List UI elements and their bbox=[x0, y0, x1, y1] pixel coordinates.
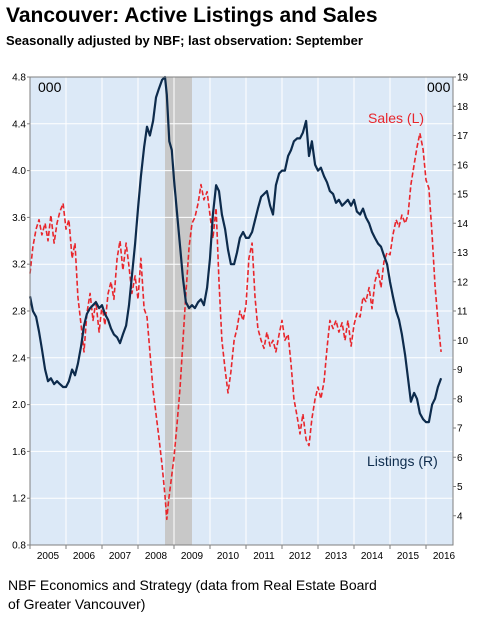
x-tick-label: 2016 bbox=[433, 551, 456, 562]
x-tick-label: 2012 bbox=[289, 551, 312, 562]
right-tick-label: 19 bbox=[457, 73, 469, 84]
x-tick-label: 2014 bbox=[361, 551, 384, 562]
x-tick-label: 2008 bbox=[145, 551, 168, 562]
right-tick-label: 17 bbox=[457, 131, 469, 142]
right-tick-label: 10 bbox=[457, 336, 469, 347]
left-tick-label: 2.0 bbox=[12, 400, 26, 411]
source-note: NBF Economics and Strategy (data from Re… bbox=[8, 576, 377, 614]
source-line-1: NBF Economics and Strategy (data from Re… bbox=[8, 577, 377, 593]
series-layer bbox=[28, 75, 443, 521]
x-tick-label: 2006 bbox=[73, 551, 96, 562]
left-tick-label: 3.6 bbox=[12, 213, 26, 224]
left-tick-label: 2.4 bbox=[12, 353, 26, 364]
x-tick-label: 2015 bbox=[397, 551, 420, 562]
left-tick-label: 1.6 bbox=[12, 447, 26, 458]
left-tick-label: 0.8 bbox=[12, 541, 26, 552]
right-tick-label: 14 bbox=[457, 219, 469, 230]
right-tick-label: 5 bbox=[457, 482, 463, 493]
right-tick-label: 7 bbox=[457, 424, 463, 435]
chart-subtitle: Seasonally adjusted by NBF; last observa… bbox=[6, 33, 363, 48]
left-axis-unit: 000 bbox=[38, 79, 62, 95]
listings-line bbox=[28, 75, 443, 424]
left-tick-label: 1.2 bbox=[12, 494, 26, 505]
left-tick-label: 3.2 bbox=[12, 260, 26, 271]
axes: 0.8 1.2 1.6 2.0 2.4 2.8 3.2 3.6 4.0 4.4 4.8 4 5 6 7 8 9 1… bbox=[12, 73, 468, 563]
source-line-2: of Greater Vancouver) bbox=[8, 596, 146, 612]
sales-line bbox=[29, 132, 442, 521]
x-tick-label: 2007 bbox=[109, 551, 132, 562]
left-tick-label: 4.0 bbox=[12, 166, 26, 177]
right-tick-label: 9 bbox=[457, 365, 463, 376]
x-tick-label: 2011 bbox=[253, 551, 275, 562]
right-tick-label: 11 bbox=[457, 307, 468, 318]
chart-title: Vancouver: Active Listings and Sales bbox=[6, 4, 378, 27]
right-tick-label: 18 bbox=[457, 102, 469, 113]
left-tick-label: 4.8 bbox=[12, 73, 26, 84]
left-tick-label: 2.8 bbox=[12, 307, 26, 318]
sales-series-label: Sales (L) bbox=[368, 110, 424, 126]
right-tick-label: 15 bbox=[457, 190, 469, 201]
right-tick-label: 16 bbox=[457, 160, 469, 171]
x-tick-label: 2010 bbox=[217, 551, 240, 562]
right-tick-label: 6 bbox=[457, 453, 463, 464]
right-tick-label: 8 bbox=[457, 394, 463, 405]
right-tick-label: 12 bbox=[457, 277, 469, 288]
right-axis-unit: 000 bbox=[427, 79, 451, 95]
left-tick-label: 4.4 bbox=[12, 119, 26, 130]
x-tick-label: 2013 bbox=[325, 551, 348, 562]
x-tick-label: 2009 bbox=[181, 551, 204, 562]
x-tick-label: 2005 bbox=[37, 551, 60, 562]
right-tick-label: 13 bbox=[457, 248, 469, 259]
right-tick-label: 4 bbox=[457, 511, 463, 522]
listings-series-label: Listings (R) bbox=[367, 453, 438, 469]
